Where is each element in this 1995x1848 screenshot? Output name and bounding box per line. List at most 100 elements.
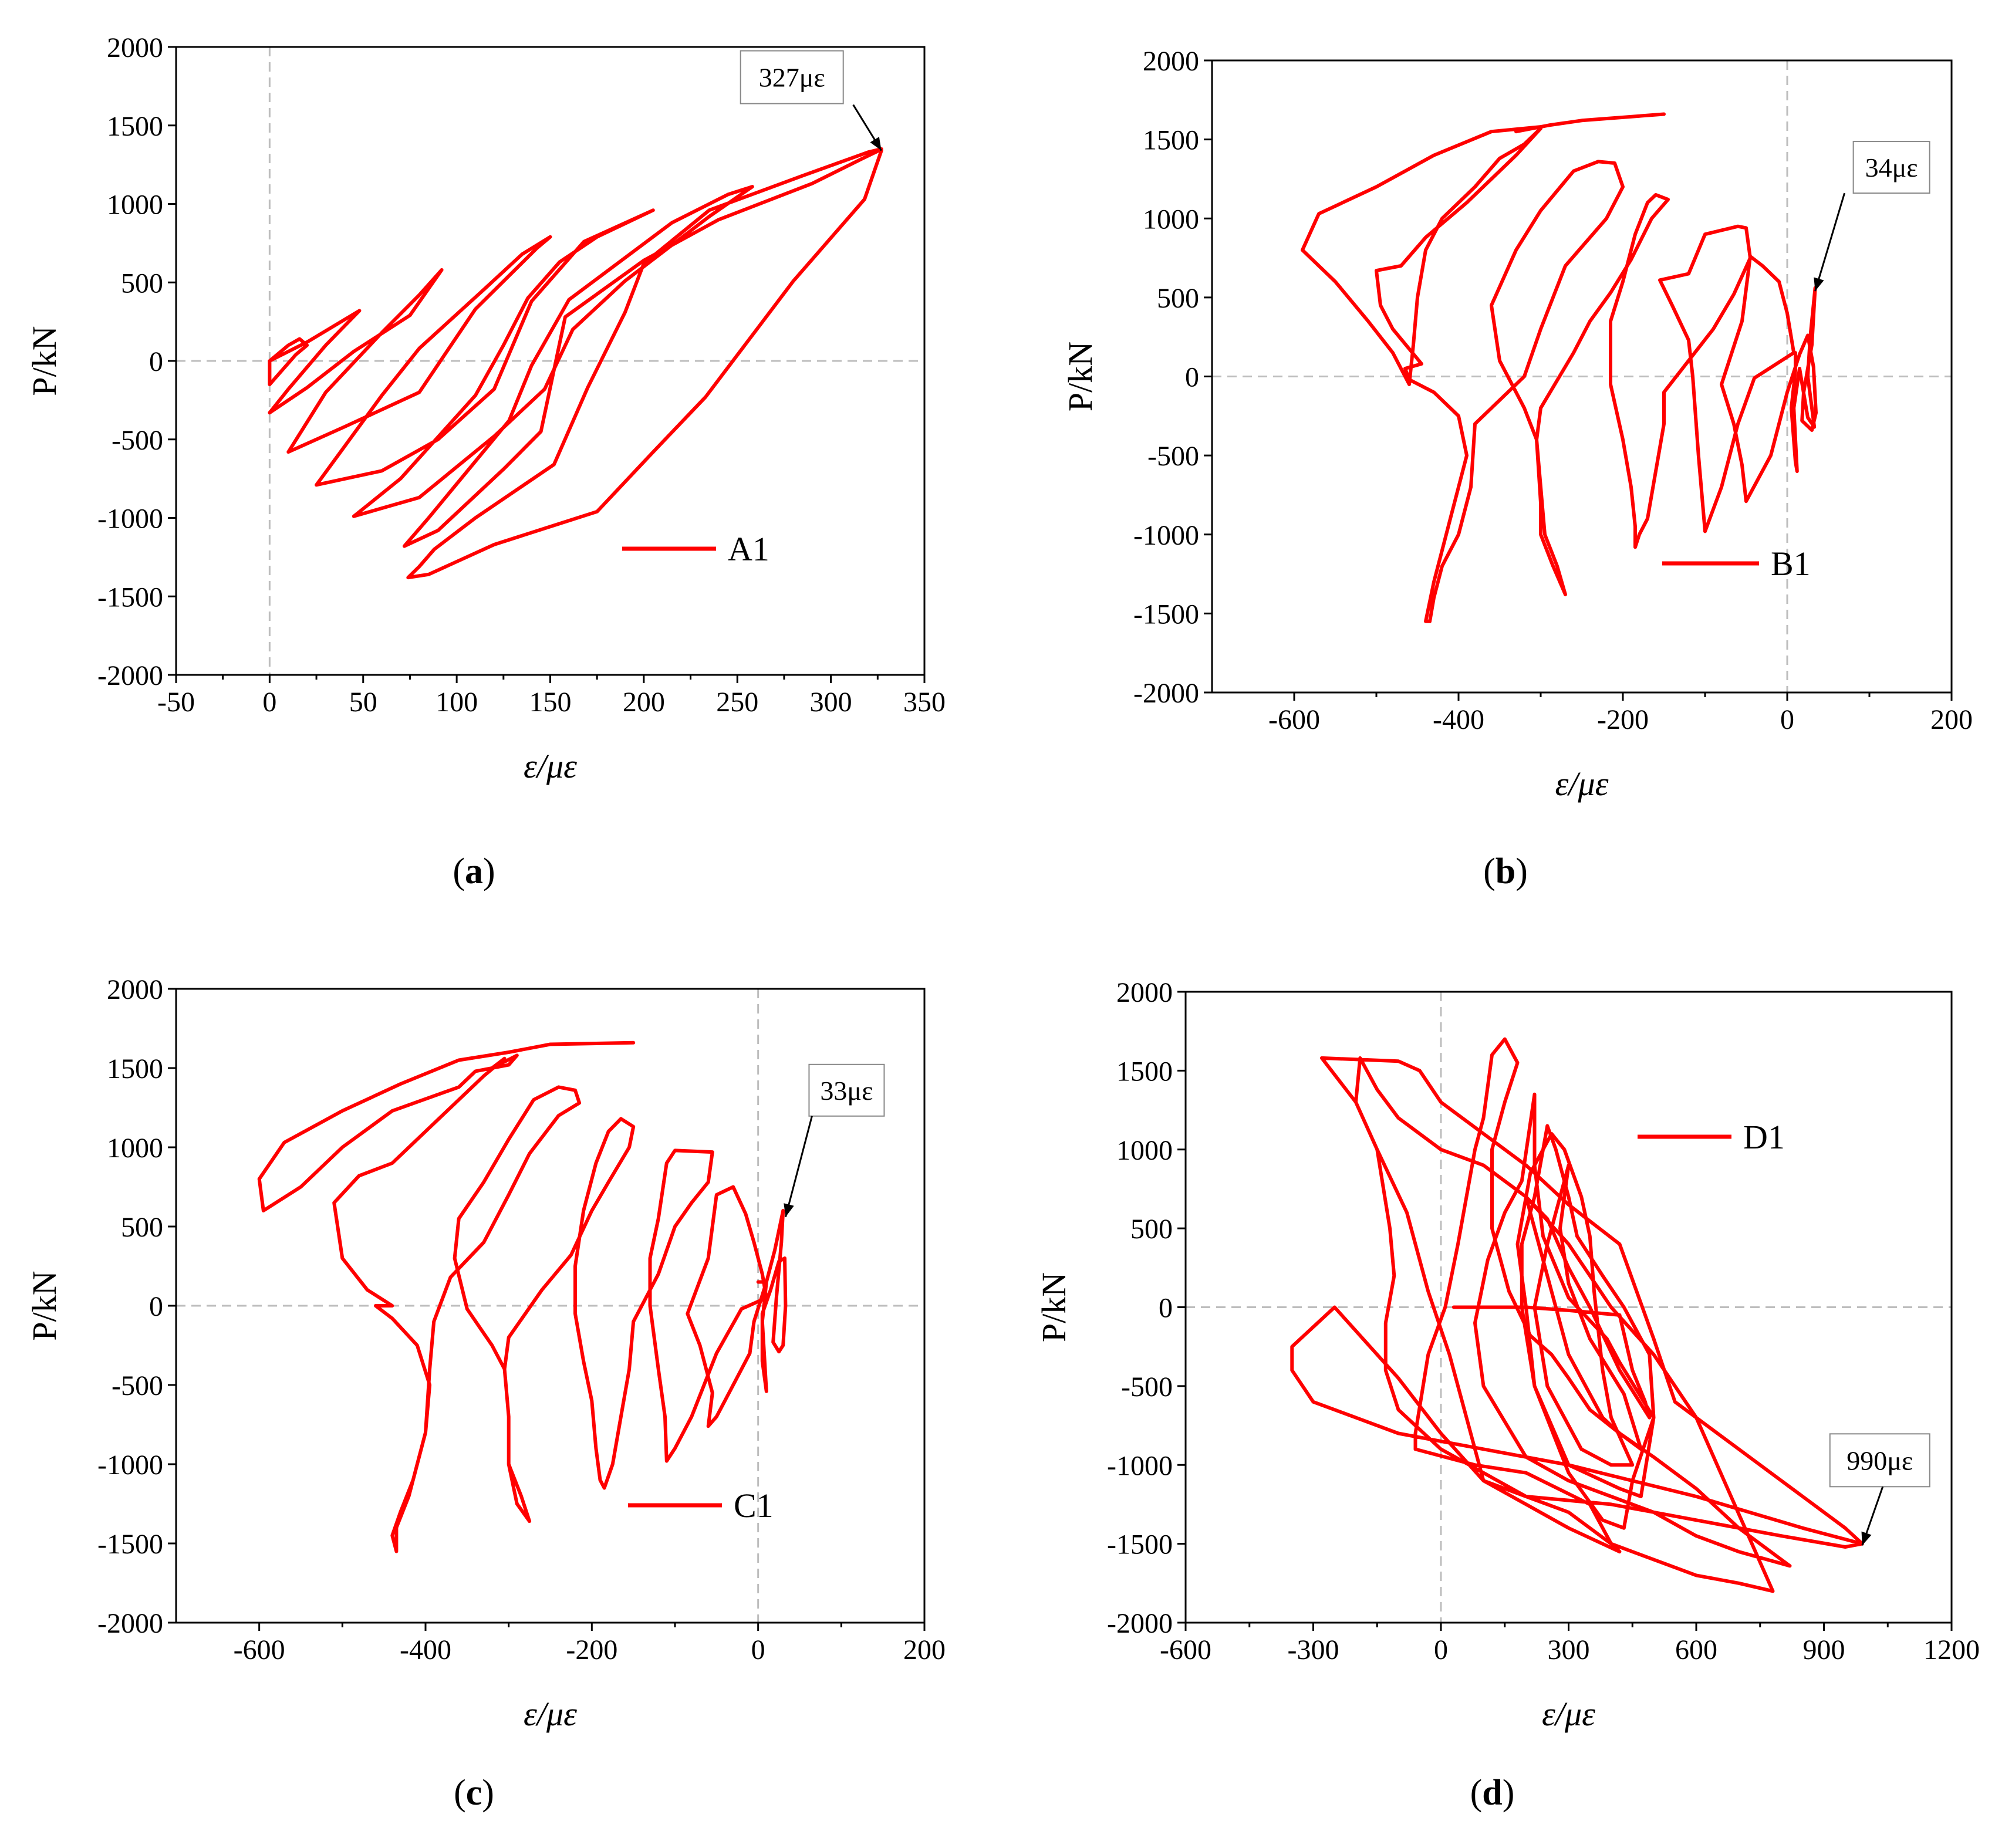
y-tick-label: -500 [112,425,163,456]
x-tick-label: 600 [1675,1634,1717,1665]
y-tick-label: 2000 [107,974,163,1005]
legend-label: B1 [1771,545,1811,583]
y-tick-label: -1500 [97,582,163,613]
x-tick-label: 200 [903,1634,946,1665]
x-tick-label: 200 [623,687,665,718]
caption-open-paren: ( [1483,852,1496,891]
x-tick-label: 250 [716,687,758,718]
panel-caption: (d) [1470,1773,1515,1813]
y-tick-label: -1500 [97,1529,163,1560]
panel-d: -600 -300 0 300 600 900 1200 -2000 -1500 -1000 -50… [1035,977,1980,1813]
y-tick-label: -500 [112,1370,163,1401]
x-tick-label: -200 [566,1634,617,1665]
x-tick-label: 200 [1930,704,1973,735]
y-tick-label: 2000 [107,32,163,63]
y-axis-title: P/kN [25,326,63,396]
y-tick-label: -1000 [97,1450,163,1481]
y-tick-label: 500 [121,1212,163,1243]
y-axis-title: P/kN [1035,1272,1073,1342]
x-tick-label: 0 [262,687,276,718]
y-tick-label: 500 [1130,1214,1173,1245]
x-tick-label: 0 [1434,1634,1448,1665]
annotation-box [1829,1433,1930,1488]
x-tick-label: 350 [903,687,946,718]
x-tick-label: 100 [436,687,478,718]
x-tick-label: -300 [1288,1634,1339,1665]
y-tick-label: -2000 [1133,678,1199,709]
y-tick-label: 1500 [107,111,163,142]
y-tick-label: 500 [1157,283,1199,314]
annotation-arrowhead [784,1203,794,1217]
x-tick-label: -600 [1160,1634,1211,1665]
caption-close-paren: ) [1515,852,1528,891]
x-tick-label: -50 [157,687,195,718]
y-tick-label: 1000 [1116,1135,1173,1166]
y-tick-label: -1500 [1133,599,1199,630]
annotation-label: 34με [1865,153,1918,183]
x-tick-label: 300 [1548,1634,1590,1665]
x-tick-label: 50 [349,687,377,718]
x-tick-label: -600 [1268,704,1320,735]
annotation-arrowhead [1861,1531,1872,1546]
caption-open-paren: ( [453,852,465,891]
y-tick-label: 0 [149,346,163,377]
y-tick-label: -500 [1147,441,1199,472]
y-tick-label: 2000 [1143,46,1199,77]
x-tick-label: 0 [1780,704,1794,735]
x-tick-label: 1200 [1923,1634,1980,1665]
caption-letter: c [466,1773,482,1813]
y-tick-label: -2000 [1107,1608,1173,1639]
y-tick-label: 1000 [107,1133,163,1164]
caption-open-paren: ( [454,1773,466,1813]
y-tick-label: 1500 [1116,1056,1173,1087]
x-tick-label: -600 [234,1634,285,1665]
x-tick-label: 150 [529,687,572,718]
x-tick-label: -400 [1433,704,1484,735]
y-tick-label: -1500 [1107,1529,1173,1560]
y-tick-label: -1000 [1133,520,1199,551]
legend-label: A1 [728,530,769,568]
y-tick-label: 1000 [107,190,163,221]
y-tick-label: 0 [1185,362,1199,393]
y-tick-label: -1000 [97,504,163,535]
annotation-label: 33με [820,1076,873,1106]
annotation-label: 990με [1847,1445,1913,1475]
series-line-a1 [268,147,883,580]
y-tick-label: 1500 [107,1053,163,1085]
y-tick-label: 500 [121,268,163,299]
y-tick-label: 1000 [1143,204,1199,235]
x-axis-title: ε/με [524,747,577,785]
y-tick-label: -1000 [1107,1450,1173,1481]
annotation-label: 327με [759,63,825,93]
panel-b: -600 -400 -200 0 200-2000-1500-1000-50005001… [1061,46,1973,891]
x-tick-label: 300 [810,687,852,718]
x-tick-label: -200 [1597,704,1649,735]
caption-close-paren: ) [1503,1773,1515,1813]
panel-caption: (b) [1483,852,1528,891]
series-line-c1 [257,1040,788,1553]
x-axis-title: ε/με [1542,1695,1595,1733]
panel-c: -600 -400 -200 0 200-2000-1500-1000-50005001… [25,974,946,1813]
panel-a: -50 0 50 100 150 200 250 300 350-2000-1500-1000-… [25,32,946,891]
panel-caption: (c) [454,1773,494,1813]
x-tick-label: 900 [1803,1634,1845,1665]
y-tick-label: 2000 [1116,977,1173,1008]
caption-letter: b [1496,852,1515,891]
annotation-arrow [1814,192,1846,292]
annotation-arrow [784,1116,813,1218]
series-line-d1 [1290,1037,1864,1593]
caption-letter: a [465,852,483,891]
y-tick-label: 0 [1159,1293,1173,1324]
y-tick-label: 0 [149,1291,163,1322]
caption-letter: d [1482,1773,1502,1813]
x-axis-title: ε/με [524,1695,577,1733]
caption-open-paren: ( [1470,1773,1483,1813]
panel-caption: (a) [453,852,495,891]
y-tick-label: -500 [1121,1371,1173,1403]
y-axis-title: P/kN [25,1271,63,1340]
annotation-arrowhead [1814,277,1824,292]
legend-label: D1 [1743,1118,1785,1156]
legend-label: C1 [734,1486,774,1525]
series-line-b1 [1301,112,1818,623]
